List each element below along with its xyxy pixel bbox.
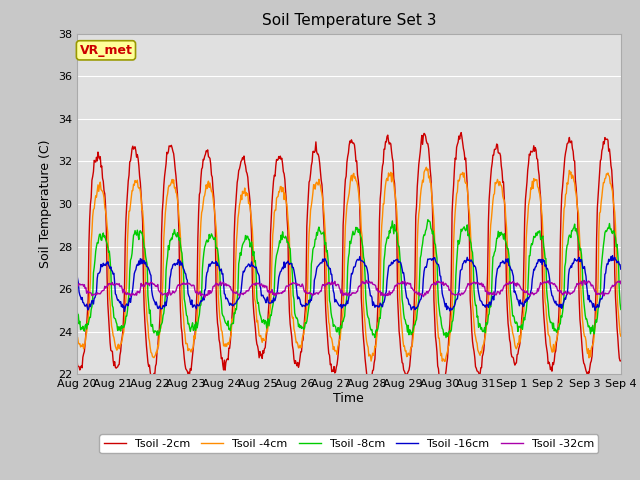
- Tsoil -4cm: [139, 207, 147, 213]
- Tsoil -4cm: [422, 164, 430, 170]
- Tsoil -16cm: [416, 299, 424, 304]
- Tsoil -8cm: [73, 306, 81, 312]
- Tsoil -32cm: [73, 283, 81, 288]
- Tsoil -2cm: [439, 382, 447, 387]
- Tsoil -16cm: [223, 296, 231, 301]
- Line: Tsoil -2cm: Tsoil -2cm: [77, 132, 621, 384]
- Tsoil -16cm: [73, 271, 81, 276]
- Tsoil -32cm: [194, 290, 202, 296]
- Tsoil -16cm: [609, 252, 616, 258]
- Tsoil -2cm: [415, 162, 422, 168]
- Tsoil -4cm: [194, 305, 202, 311]
- Tsoil -4cm: [415, 211, 422, 216]
- Tsoil -2cm: [73, 354, 81, 360]
- Tsoil -32cm: [433, 282, 440, 288]
- Title: Soil Temperature Set 3: Soil Temperature Set 3: [262, 13, 436, 28]
- Tsoil -16cm: [617, 266, 625, 272]
- Y-axis label: Soil Temperature (C): Soil Temperature (C): [39, 140, 52, 268]
- Tsoil -4cm: [617, 333, 625, 339]
- Tsoil -32cm: [223, 282, 231, 288]
- Tsoil -8cm: [415, 297, 422, 303]
- Tsoil -8cm: [442, 335, 450, 340]
- Tsoil -16cm: [195, 303, 202, 309]
- Line: Tsoil -16cm: Tsoil -16cm: [77, 255, 621, 312]
- Tsoil -32cm: [617, 281, 625, 287]
- Line: Tsoil -32cm: Tsoil -32cm: [77, 280, 621, 298]
- Tsoil -2cm: [223, 357, 230, 363]
- Tsoil -8cm: [617, 307, 625, 312]
- Tsoil -32cm: [83, 290, 90, 296]
- Tsoil -8cm: [431, 242, 439, 248]
- Tsoil -16cm: [140, 258, 147, 264]
- Legend: Tsoil -2cm, Tsoil -4cm, Tsoil -8cm, Tsoil -16cm, Tsoil -32cm: Tsoil -2cm, Tsoil -4cm, Tsoil -8cm, Tsoi…: [99, 434, 598, 454]
- Tsoil -4cm: [441, 359, 449, 364]
- Tsoil -4cm: [223, 344, 230, 349]
- Tsoil -4cm: [73, 334, 81, 339]
- Tsoil -2cm: [458, 130, 465, 135]
- Tsoil -16cm: [120, 309, 128, 314]
- Tsoil -2cm: [194, 235, 202, 241]
- Tsoil -8cm: [223, 321, 230, 326]
- Tsoil -32cm: [139, 282, 147, 288]
- Tsoil -8cm: [83, 326, 90, 332]
- Tsoil -32cm: [363, 277, 371, 283]
- Tsoil -8cm: [139, 234, 147, 240]
- Tsoil -16cm: [431, 257, 439, 263]
- Tsoil -4cm: [431, 282, 439, 288]
- Text: VR_met: VR_met: [79, 44, 132, 57]
- Tsoil -2cm: [431, 315, 438, 321]
- Line: Tsoil -8cm: Tsoil -8cm: [77, 220, 621, 337]
- X-axis label: Time: Time: [333, 392, 364, 405]
- Line: Tsoil -4cm: Tsoil -4cm: [77, 167, 621, 361]
- Tsoil -4cm: [83, 330, 90, 336]
- Tsoil -2cm: [617, 358, 625, 364]
- Tsoil -8cm: [194, 321, 202, 327]
- Tsoil -8cm: [424, 217, 432, 223]
- Tsoil -32cm: [417, 291, 424, 297]
- Tsoil -32cm: [201, 295, 209, 300]
- Tsoil -2cm: [83, 323, 90, 329]
- Tsoil -2cm: [139, 219, 147, 225]
- Tsoil -16cm: [83, 301, 90, 307]
